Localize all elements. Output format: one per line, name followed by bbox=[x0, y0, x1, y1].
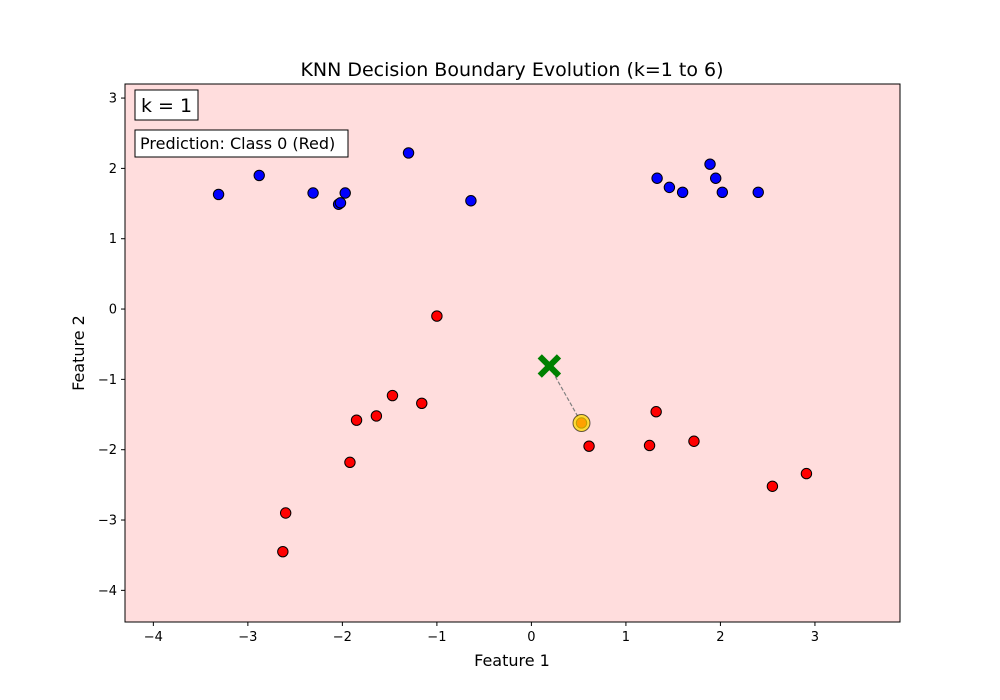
class-0-point bbox=[277, 545, 289, 558]
x-tick-label: 3 bbox=[811, 630, 819, 645]
class-0-point bbox=[416, 397, 428, 409]
nearest-neighbor-highlight bbox=[572, 413, 591, 432]
chart-title: KNN Decision Boundary Evolution (k=1 to … bbox=[300, 59, 723, 81]
y-axis-ticks: −4 −3 −2 −1 0 1 2 3 bbox=[98, 92, 125, 599]
decision-region-class-0 bbox=[125, 84, 900, 622]
class-1-point bbox=[339, 187, 351, 199]
class-1-point bbox=[716, 186, 729, 199]
k-label: k = 1 bbox=[141, 95, 192, 117]
class-1-point bbox=[212, 188, 225, 201]
class-0-point bbox=[350, 414, 363, 426]
y-tick-label: 0 bbox=[109, 303, 117, 318]
plot-frame bbox=[124, 83, 901, 623]
class-0-point bbox=[583, 440, 595, 452]
y-tick-label: 3 bbox=[109, 92, 117, 107]
neighbor-line bbox=[548, 365, 583, 424]
class-0-point bbox=[766, 480, 779, 492]
class-1-point bbox=[253, 169, 265, 182]
class-1-point bbox=[402, 147, 415, 159]
prediction-label: Prediction: Class 0 (Red) bbox=[140, 134, 335, 153]
y-tick-label: −1 bbox=[98, 373, 117, 388]
neighbor-lines bbox=[548, 365, 583, 424]
class-0-point bbox=[431, 310, 443, 322]
y-axis-title: Feature 2 bbox=[69, 315, 88, 391]
class-0-point bbox=[344, 456, 356, 469]
prediction-label-box bbox=[134, 129, 349, 158]
x-axis-title: Feature 1 bbox=[474, 651, 550, 670]
class-1-point bbox=[465, 195, 477, 207]
neighbor-highlights bbox=[572, 413, 591, 432]
x-tick-label: 0 bbox=[527, 630, 535, 645]
y-tick-label: −3 bbox=[98, 514, 117, 529]
x-tick-label: −4 bbox=[144, 630, 163, 645]
class-1-point bbox=[307, 187, 319, 199]
class-0-point bbox=[643, 439, 656, 452]
class-1-point bbox=[704, 158, 716, 170]
x-axis-ticks: −4 −3 −2 −1 0 1 2 3 bbox=[144, 622, 819, 645]
class-0-point bbox=[386, 389, 399, 402]
data-points bbox=[212, 147, 813, 558]
class-1-point bbox=[663, 181, 676, 194]
x-tick-label: −2 bbox=[333, 630, 352, 645]
class-1-point bbox=[710, 172, 722, 184]
class-0-point bbox=[800, 467, 813, 480]
x-tick-label: −1 bbox=[427, 630, 446, 645]
class-0-point bbox=[688, 435, 700, 447]
class-0-point bbox=[370, 410, 383, 422]
x-tick-label: 2 bbox=[716, 630, 724, 645]
class-1-point bbox=[676, 186, 689, 199]
y-tick-label: 1 bbox=[109, 232, 117, 247]
class-1-point bbox=[752, 186, 764, 199]
query-point-layer bbox=[537, 354, 562, 378]
query-point-marker bbox=[537, 354, 562, 378]
class-0-point bbox=[279, 507, 292, 519]
class-1-point bbox=[334, 197, 347, 209]
class-0-point bbox=[650, 406, 662, 418]
y-tick-label: 2 bbox=[109, 162, 117, 177]
y-tick-label: −2 bbox=[98, 443, 117, 458]
k-label-box bbox=[134, 89, 199, 121]
y-tick-label: −4 bbox=[98, 584, 117, 599]
class-1-point bbox=[651, 172, 663, 184]
x-tick-label: −3 bbox=[238, 630, 257, 645]
x-tick-label: 1 bbox=[622, 630, 630, 645]
